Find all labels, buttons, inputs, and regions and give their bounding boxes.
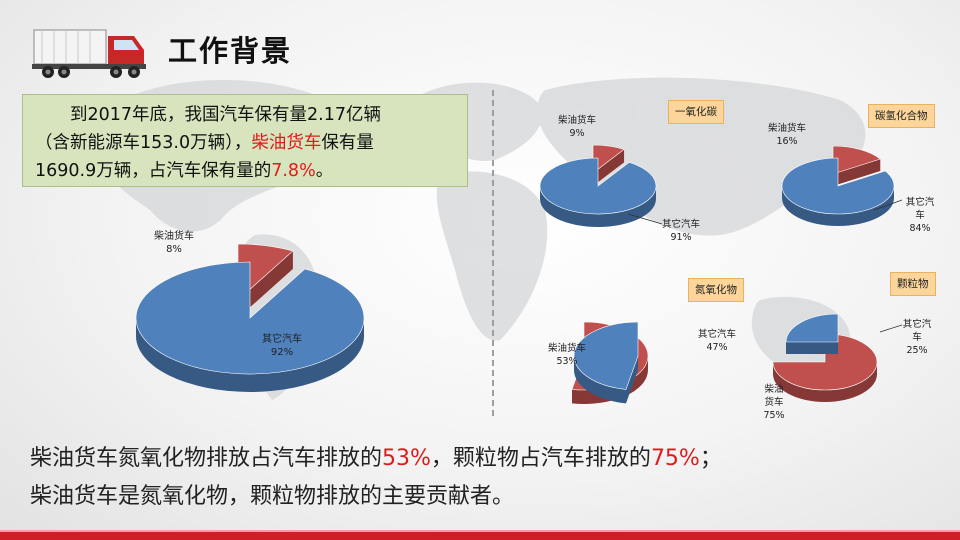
data-label: 其它汽车 91% [662,218,700,244]
pie-slice-side [782,186,894,226]
slice-label: 其它汽车 [698,329,737,340]
pie-slice [135,261,365,375]
slice-value: 9% [569,128,585,139]
section-divider [492,90,494,416]
slice-label: 其它汽车 [262,334,302,345]
chart-title-nox: 氮氧化物 [688,278,744,302]
summary-text-part: 柴油货车氮氧化物排放占汽车排放的 [30,446,383,471]
slice-label: 其它汽车 [905,197,935,221]
pie-slice [785,313,839,343]
data-label: 其它汽车 47% [698,328,736,354]
slice-value: 75% [763,410,785,421]
slice-value: 25% [906,345,928,356]
pie-slice-cut [238,250,293,318]
info-line-3: 1690.9万辆，占汽车保有量的7.8%。 [35,157,457,185]
info-text: 保有量 [321,133,374,153]
slice-label: 其它汽车 [662,219,701,230]
pie-slice [781,157,895,215]
footer-line [0,530,960,532]
slice-value: 53% [556,356,578,367]
pie-slice-cut [786,342,838,354]
data-label: 柴油货车 75% [760,383,788,422]
summary-line-1: 柴油货车氮氧化物排放占汽车排放的53%，颗粒物占汽车排放的75%； [30,440,722,478]
pie-slice-side [540,186,656,227]
slice-label: 柴油货车 [558,115,597,126]
leader-line [873,199,903,211]
info-highlight: 7.8% [271,161,316,181]
data-label: 柴油货车 53% [548,342,586,368]
pie-slice [539,157,657,215]
data-label: 其它汽车 25% [902,318,932,357]
slice-value: 91% [670,232,692,243]
summary-text-part: ，颗粒物占汽车排放的 [430,446,651,471]
leader-line [627,213,663,225]
summary-highlight: 53% [382,446,431,471]
pie-slice-cut [626,356,638,404]
truck-icon [32,29,146,78]
data-label: 柴油货车 8% [154,230,194,256]
slice-value: 92% [270,347,294,358]
summary-text: 柴油货车氮氧化物排放占汽车排放的53%，颗粒物占汽车排放的75%； 柴油货车是氮… [30,440,722,516]
info-line-2: （含新能源车153.0万辆），柴油货车保有量 [35,129,457,157]
chart-title-pm: 颗粒物 [890,272,936,296]
pie-slice-side [136,318,364,392]
pie-slice [832,145,881,175]
data-label: 柴油货车 16% [768,122,806,148]
pie-slice-cut [593,149,625,186]
pie-slice-side [574,356,627,404]
slice-value: 8% [166,244,182,255]
summary-highlight: 75% [650,446,700,471]
slice-label: 柴油货车 [154,231,194,242]
pie-slice-cut [833,158,881,186]
page-title: 工作背景 [168,34,293,68]
info-text: 到2017年底，我国汽车保有量2.17亿辆 [70,105,381,125]
pie-slice-side [773,362,877,402]
info-highlight: 柴油货车 [251,133,322,153]
slice-value: 47% [706,342,728,353]
slice-label: 其它汽车 [902,319,932,343]
data-label: 柴油货车 9% [558,114,596,140]
slice-label: 柴油货车 [768,123,807,134]
pie-slice [592,144,625,174]
pie-slice [237,243,294,301]
info-line-1: 到2017年底，我国汽车保有量2.17亿辆 [35,101,457,129]
chart-title-co: 一氧化碳 [668,100,724,124]
footer-bar [0,532,960,540]
info-box: 到2017年底，我国汽车保有量2.17亿辆 （含新能源车153.0万辆），柴油货… [22,94,468,187]
slice-label: 柴油货车 [764,384,784,408]
chart-title-hc: 碳氢化合物 [868,104,935,128]
slice-value: 84% [909,223,931,234]
info-text: 1690.9万辆，占汽车保有量的 [35,161,272,181]
data-label: 其它汽车 92% [262,333,302,359]
slice-value: 16% [776,136,798,147]
pie-slice [772,333,878,391]
info-text: 。 [315,161,334,181]
summary-line-2: 柴油货车是氮氧化物，颗粒物排放的主要贡献者。 [30,484,515,509]
info-text: （含新能源车153.0万辆）， [35,133,252,153]
slice-label: 柴油货车 [548,343,587,354]
leader-line [879,324,903,333]
pie-slice [573,321,639,390]
summary-text-part: ； [699,446,722,471]
data-label: 其它汽车 84% [902,196,938,235]
